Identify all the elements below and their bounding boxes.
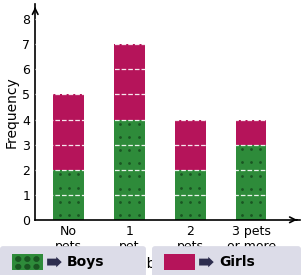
Bar (236, 145, 266, 220)
Bar (54, 94, 84, 170)
Bar (114, 44, 145, 120)
X-axis label: Number of pets: Number of pets (113, 257, 222, 271)
Bar (54, 170, 84, 220)
Bar (236, 120, 266, 145)
Y-axis label: Frequency: Frequency (4, 76, 18, 148)
Text: Girls: Girls (219, 255, 255, 269)
Bar (175, 120, 206, 170)
Text: Boys: Boys (67, 255, 104, 269)
Bar (175, 170, 206, 220)
Bar (114, 120, 145, 220)
